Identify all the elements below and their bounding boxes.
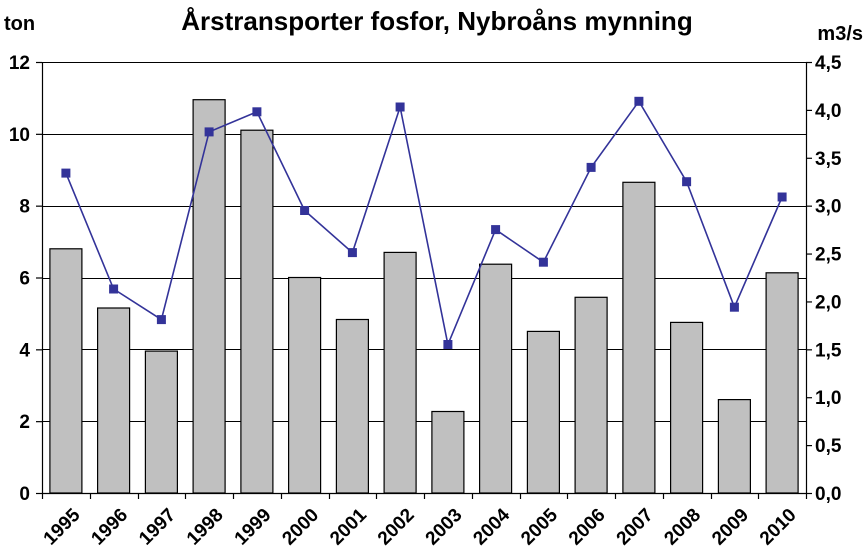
x-category-label: 1995 <box>40 504 85 549</box>
right-tick-label: 4,0 <box>815 101 841 122</box>
left-tick-label: 12 <box>9 53 30 74</box>
left-tick-label: 6 <box>19 269 30 290</box>
line-marker <box>491 225 501 235</box>
left-tick-label: 10 <box>9 125 30 146</box>
line-marker <box>300 206 310 215</box>
bar-series <box>49 99 799 494</box>
x-category-label: 2009 <box>708 505 753 550</box>
bar <box>49 248 83 494</box>
x-category-label: 1996 <box>87 505 132 550</box>
left-tick-label: 8 <box>19 197 30 218</box>
bar <box>431 410 465 494</box>
line-marker <box>204 127 214 137</box>
flow-line <box>65 99 783 348</box>
x-category-label: 2002 <box>374 505 419 550</box>
line-marker <box>252 107 262 117</box>
line-marker <box>156 315 166 325</box>
x-category-label: 2010 <box>756 505 801 550</box>
left-axis-unit: ton <box>4 13 35 35</box>
axes <box>36 61 812 499</box>
bar <box>622 181 656 494</box>
bar <box>192 99 226 494</box>
left-tick-label: 2 <box>19 412 30 433</box>
line-marker <box>443 340 453 349</box>
line-marker <box>777 192 787 202</box>
line-marker <box>538 257 548 267</box>
right-tick-label: 3,0 <box>815 197 841 218</box>
right-tick-label: 2,5 <box>815 245 842 266</box>
line-marker <box>586 162 596 172</box>
x-category-label: 2008 <box>660 505 705 550</box>
right-tick-label: 0,5 <box>815 436 842 457</box>
bar <box>765 272 799 494</box>
right-tick-label: 1,5 <box>815 340 842 361</box>
right-tick-label: 3,5 <box>815 149 842 170</box>
x-category-label: 2001 <box>326 504 371 549</box>
bar <box>288 276 322 494</box>
line-marker <box>395 102 405 112</box>
right-tick-label: 1,0 <box>815 388 841 409</box>
chart-title: Årstransporter fosfor, Nybroåns mynning <box>181 6 692 36</box>
left-tick-label: 0 <box>19 484 30 505</box>
bar <box>717 399 752 494</box>
x-category-label: 2007 <box>613 505 658 550</box>
right-tick-label: 4,5 <box>815 53 842 74</box>
x-category-label: 2004 <box>469 504 514 549</box>
bar <box>383 251 417 494</box>
bar <box>335 318 369 494</box>
line-marker <box>61 168 71 178</box>
line-marker <box>347 248 357 258</box>
bar <box>240 129 274 494</box>
bar <box>479 263 513 494</box>
line-marker <box>729 302 739 312</box>
x-category-label: 2000 <box>278 505 323 550</box>
x-category-label: 2003 <box>422 505 467 550</box>
right-axis-unit: m3/s <box>817 23 863 45</box>
bar <box>144 350 178 494</box>
bar <box>96 307 131 494</box>
right-tick-label: 0,0 <box>815 484 841 505</box>
x-category-label: 2006 <box>565 505 610 550</box>
x-category-label: 1997 <box>135 505 180 550</box>
left-tick-label: 4 <box>19 340 30 361</box>
right-tick-label: 2,0 <box>815 292 841 313</box>
line-marker <box>682 177 692 187</box>
bar <box>574 296 608 494</box>
x-category-label: 1998 <box>183 505 228 550</box>
line-series <box>61 96 787 349</box>
line-marker <box>634 96 644 106</box>
line-marker <box>109 284 119 294</box>
x-category-label: 1999 <box>231 505 276 550</box>
bar <box>526 330 561 494</box>
bar <box>669 321 704 494</box>
x-category-label: 2005 <box>517 504 562 549</box>
